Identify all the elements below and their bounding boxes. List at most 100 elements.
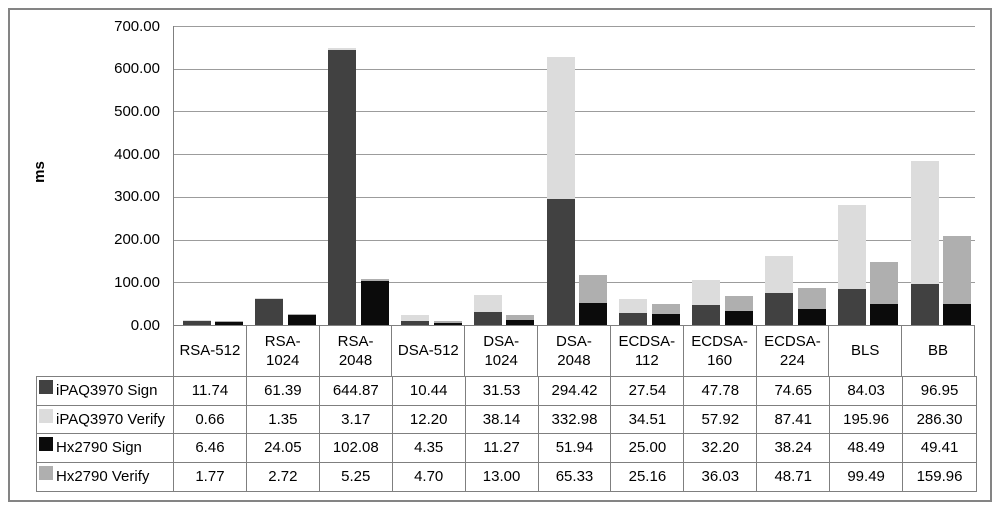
bar-segment-ipaq3970-rsa-2048 <box>328 49 357 325</box>
table-value-cell: 51.94 <box>538 434 612 463</box>
legend-swatch <box>39 465 53 480</box>
y-axis-tick-label: 600.00 <box>114 60 160 78</box>
bar-segment-hx2790-dsa-512 <box>433 321 462 324</box>
bar-segment-ipaq3970-bb <box>910 283 939 325</box>
legend-cell-ipaq3970-verify: iPAQ3970 Verify <box>37 405 174 434</box>
table-value-cell: 36.03 <box>684 462 758 491</box>
category-label-rsa-2048: RSA- 2048 <box>320 325 393 376</box>
category-label-bb: BB <box>902 325 975 376</box>
y-axis-tick-label: 400.00 <box>114 145 160 163</box>
table-value-cell: 4.35 <box>392 434 466 463</box>
table-value-cell: 1.35 <box>246 405 320 434</box>
y-axis-tick-label: 700.00 <box>114 17 160 35</box>
legend-series-name: Hx2790 Verify <box>56 468 150 486</box>
table-value-cell: 38.24 <box>757 434 831 463</box>
legend-swatch <box>39 408 53 423</box>
table-value-cell: 12.20 <box>392 405 466 434</box>
bar-segment-ipaq3970-dsa-2048 <box>546 199 575 325</box>
bar-segment-ipaq3970-dsa-1024 <box>473 295 502 312</box>
bar-segment-ipaq3970-dsa-2048 <box>546 57 575 200</box>
table-value-cell: 286.30 <box>903 406 976 434</box>
table-value-cell: 84.03 <box>830 377 904 406</box>
bar-segment-hx2790-rsa-1024 <box>287 314 316 325</box>
gridline <box>174 26 975 27</box>
bar-segment-hx2790-dsa-2048 <box>579 302 608 325</box>
table-value-cell: 3.17 <box>319 405 393 434</box>
table-value-cell: 24.05 <box>246 434 320 463</box>
y-axis-tick-label: 300.00 <box>114 188 160 206</box>
table-value-cell: 1.77 <box>174 462 247 491</box>
table-value-cell: 11.74 <box>174 377 247 406</box>
bar-segment-ipaq3970-bb <box>910 161 939 284</box>
table-value-cell: 4.70 <box>393 462 466 491</box>
table-value-cell: 159.96 <box>916 468 963 486</box>
table-value-cell: 48.71 <box>757 462 831 491</box>
table-value-cell: 48.49 <box>830 434 904 463</box>
bar-segment-ipaq3970-ecdsa-224 <box>765 293 793 325</box>
bar-segment-ipaq3970-bls <box>837 205 866 290</box>
bar-segment-hx2790-dsa-1024 <box>506 320 535 325</box>
bar-segment-hx2790-dsa-512 <box>433 323 462 325</box>
bar-segment-hx2790-ecdsa-160 <box>724 311 753 325</box>
table-value-cell: 11.27 <box>465 434 539 463</box>
category-label-dsa-1024: DSA- 1024 <box>465 325 539 376</box>
category-label-ecdsa-112: ECDSA- 112 <box>611 325 684 376</box>
table-value-cell: 47.78 <box>684 377 758 406</box>
bar-segment-hx2790-rsa-512 <box>215 321 243 323</box>
bar-segment-ipaq3970-rsa-512 <box>182 320 211 325</box>
table-value-cell: 96.95 <box>903 377 976 406</box>
data-table: iPAQ3970 Sign 11.74 61.39 644.87 10.44 31.53 2… <box>36 376 977 492</box>
bar-segment-hx2790-rsa-1024 <box>287 313 316 315</box>
table-value-cell: 99.49 <box>830 462 904 491</box>
table-value-cell: 38.14 <box>465 405 539 434</box>
legend-series-name: Hx2790 Sign <box>56 439 142 457</box>
table-value-cell: 6.46 <box>174 434 247 463</box>
bar-segment-hx2790-rsa-2048 <box>360 281 389 325</box>
bar-segment-hx2790-bb <box>943 303 972 325</box>
y-axis-tick-label: 0.00 <box>130 316 160 334</box>
bar-segment-hx2790-dsa-1024 <box>506 314 535 321</box>
table-value-cell: 87.41 <box>757 405 831 434</box>
table-value-cell: 32.20 <box>684 434 758 463</box>
table-value-cell: 332.98 <box>538 405 612 434</box>
bar-segment-ipaq3970-ecdsa-224 <box>765 255 793 294</box>
category-label-rsa-512: RSA-512 <box>174 325 247 376</box>
bar-segment-hx2790-ecdsa-160 <box>724 295 753 312</box>
table-value-cell: 10.44 <box>392 377 466 406</box>
category-label-bls: BLS <box>829 325 903 376</box>
table-value-cell: 2.72 <box>247 462 320 491</box>
bar-segment-hx2790-ecdsa-112 <box>651 303 680 315</box>
bar-segment-hx2790-dsa-2048 <box>579 274 608 303</box>
table-value-cell: 25.16 <box>611 462 685 491</box>
table-value-cell: 13.00 <box>466 462 539 491</box>
bar-segment-hx2790-rsa-512 <box>215 322 243 325</box>
bar-segment-ipaq3970-rsa-1024 <box>255 298 284 325</box>
bar-segment-ipaq3970-dsa-1024 <box>473 311 502 325</box>
bar-segment-ipaq3970-bls <box>837 289 866 325</box>
table-value-cell: 61.39 <box>246 377 320 406</box>
category-label-ecdsa-160: ECDSA- 160 <box>684 325 757 376</box>
plot-area <box>173 26 975 326</box>
table-value-cell: 57.92 <box>684 405 758 434</box>
chart-frame <box>8 8 992 502</box>
legend-series-name: iPAQ3970 Verify <box>56 410 165 428</box>
legend-swatch <box>39 437 53 451</box>
bar-segment-ipaq3970-ecdsa-160 <box>692 279 721 305</box>
category-label-dsa-512: DSA-512 <box>392 325 466 376</box>
category-axis: RSA-512 RSA- 1024 RSA- 2048 DSA-512 DSA- 102… <box>173 325 975 376</box>
table-value-cell: 0.66 <box>174 405 247 434</box>
bar-segment-ipaq3970-ecdsa-112 <box>619 313 648 325</box>
bar-segment-ipaq3970-rsa-2048 <box>328 48 357 50</box>
y-axis: 700.00 600.00 500.00 400.00 300.00 200.00 100.… <box>0 0 160 510</box>
bar-segment-hx2790-ecdsa-224 <box>797 308 826 325</box>
bar-segment-ipaq3970-dsa-512 <box>401 320 429 325</box>
table-value-cell: 27.54 <box>611 377 685 406</box>
table-value-cell: 31.53 <box>465 377 539 406</box>
bar-segment-hx2790-bls <box>870 261 899 305</box>
legend-cell-hx2790-sign: Hx2790 Sign <box>37 434 174 463</box>
bar-segment-hx2790-ecdsa-112 <box>651 314 680 325</box>
category-label-dsa-2048: DSA- 2048 <box>538 325 611 376</box>
bar-segment-hx2790-bls <box>870 304 899 325</box>
category-label-ecdsa-224: ECDSA- 224 <box>757 325 830 376</box>
legend-swatch <box>39 380 53 394</box>
